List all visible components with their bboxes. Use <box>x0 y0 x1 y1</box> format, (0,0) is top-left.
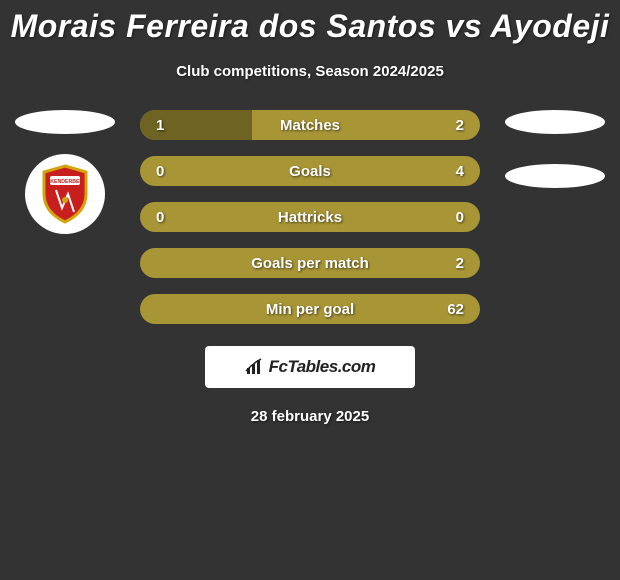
left-club-badge: SKENDERBEU <box>25 154 105 234</box>
right-player-column <box>500 110 610 324</box>
stat-bars: 1Matches20Goals40Hattricks0Goals per mat… <box>120 110 500 324</box>
stat-label: Min per goal <box>140 301 480 318</box>
brand-text: FcTables.com <box>269 357 376 377</box>
comparison-title: Morais Ferreira dos Santos vs Ayodeji <box>11 8 610 45</box>
subtitle: Club competitions, Season 2024/2025 <box>176 63 444 80</box>
stat-value-right: 4 <box>456 163 464 180</box>
stat-label: Matches <box>140 117 480 134</box>
left-player-column: SKENDERBEU <box>10 110 120 324</box>
right-player-photo-placeholder <box>505 110 605 134</box>
stat-value-right: 2 <box>456 117 464 134</box>
stat-row: 0Hattricks0 <box>140 202 480 232</box>
stat-row: 1Matches2 <box>140 110 480 140</box>
comparison-card: Morais Ferreira dos Santos vs Ayodeji Cl… <box>0 0 620 425</box>
stat-value-right: 0 <box>456 209 464 226</box>
svg-text:SKENDERBEU: SKENDERBEU <box>47 179 84 185</box>
stat-label: Hattricks <box>140 209 480 226</box>
stats-area: SKENDERBEU 1Matches20Goals40Hattricks0Go… <box>0 110 620 324</box>
right-club-badge-placeholder <box>505 164 605 188</box>
stat-row: Goals per match2 <box>140 248 480 278</box>
stat-label: Goals <box>140 163 480 180</box>
stat-value-right: 62 <box>447 301 464 318</box>
brand-attribution[interactable]: FcTables.com <box>205 346 415 388</box>
stat-value-right: 2 <box>456 255 464 272</box>
shield-icon: SKENDERBEU <box>40 164 90 224</box>
stat-row: 0Goals4 <box>140 156 480 186</box>
date-line: 28 february 2025 <box>251 408 369 425</box>
left-player-photo-placeholder <box>15 110 115 134</box>
bar-chart-icon <box>245 358 265 376</box>
stat-row: Min per goal62 <box>140 294 480 324</box>
stat-label: Goals per match <box>140 255 480 272</box>
